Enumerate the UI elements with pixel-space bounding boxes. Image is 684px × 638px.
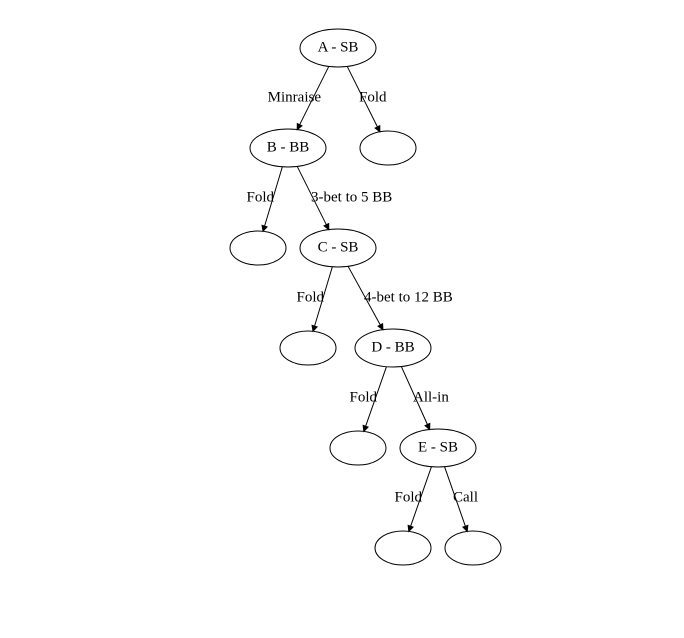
node-label: D - BB [371, 339, 414, 355]
edge-label: Fold [246, 189, 274, 205]
edge-label: Fold [296, 289, 324, 305]
edge-arrowhead [262, 225, 267, 231]
edge-label: Minraise [268, 89, 322, 105]
terminal-node [330, 431, 386, 465]
edge-arrowhead [324, 224, 329, 230]
edge-arrowhead [375, 126, 380, 132]
edge-label: Call [453, 489, 478, 505]
edge-arrowhead [363, 425, 368, 431]
terminal-node [360, 131, 416, 165]
terminal-node [375, 531, 431, 565]
terminal-node [230, 231, 286, 265]
edge-arrowhead [425, 423, 430, 429]
edge-arrowhead [463, 525, 468, 531]
edge-label: All-in [413, 389, 449, 405]
node-label: C - SB [318, 239, 359, 255]
node-label: A - SB [318, 39, 359, 55]
edge-label: Fold [349, 389, 377, 405]
terminal-node [445, 531, 501, 565]
edge-arrowhead [312, 325, 317, 331]
edge-label: Fold [394, 489, 422, 505]
node-label: E - SB [418, 439, 458, 455]
edge-label: 4-bet to 12 BB [364, 289, 453, 305]
edge-label: 3-bet to 5 BB [311, 189, 392, 205]
terminal-node [280, 331, 336, 365]
edge-arrowhead [297, 124, 302, 130]
decision-tree-svg: Minraise Fold Fold 3-bet to 5 BB Fold 4-bet t… [0, 0, 684, 638]
edge-label: Fold [359, 89, 387, 105]
edge-arrowhead [408, 525, 413, 531]
edge-arrowhead [378, 324, 383, 330]
node-label: B - BB [267, 139, 310, 155]
